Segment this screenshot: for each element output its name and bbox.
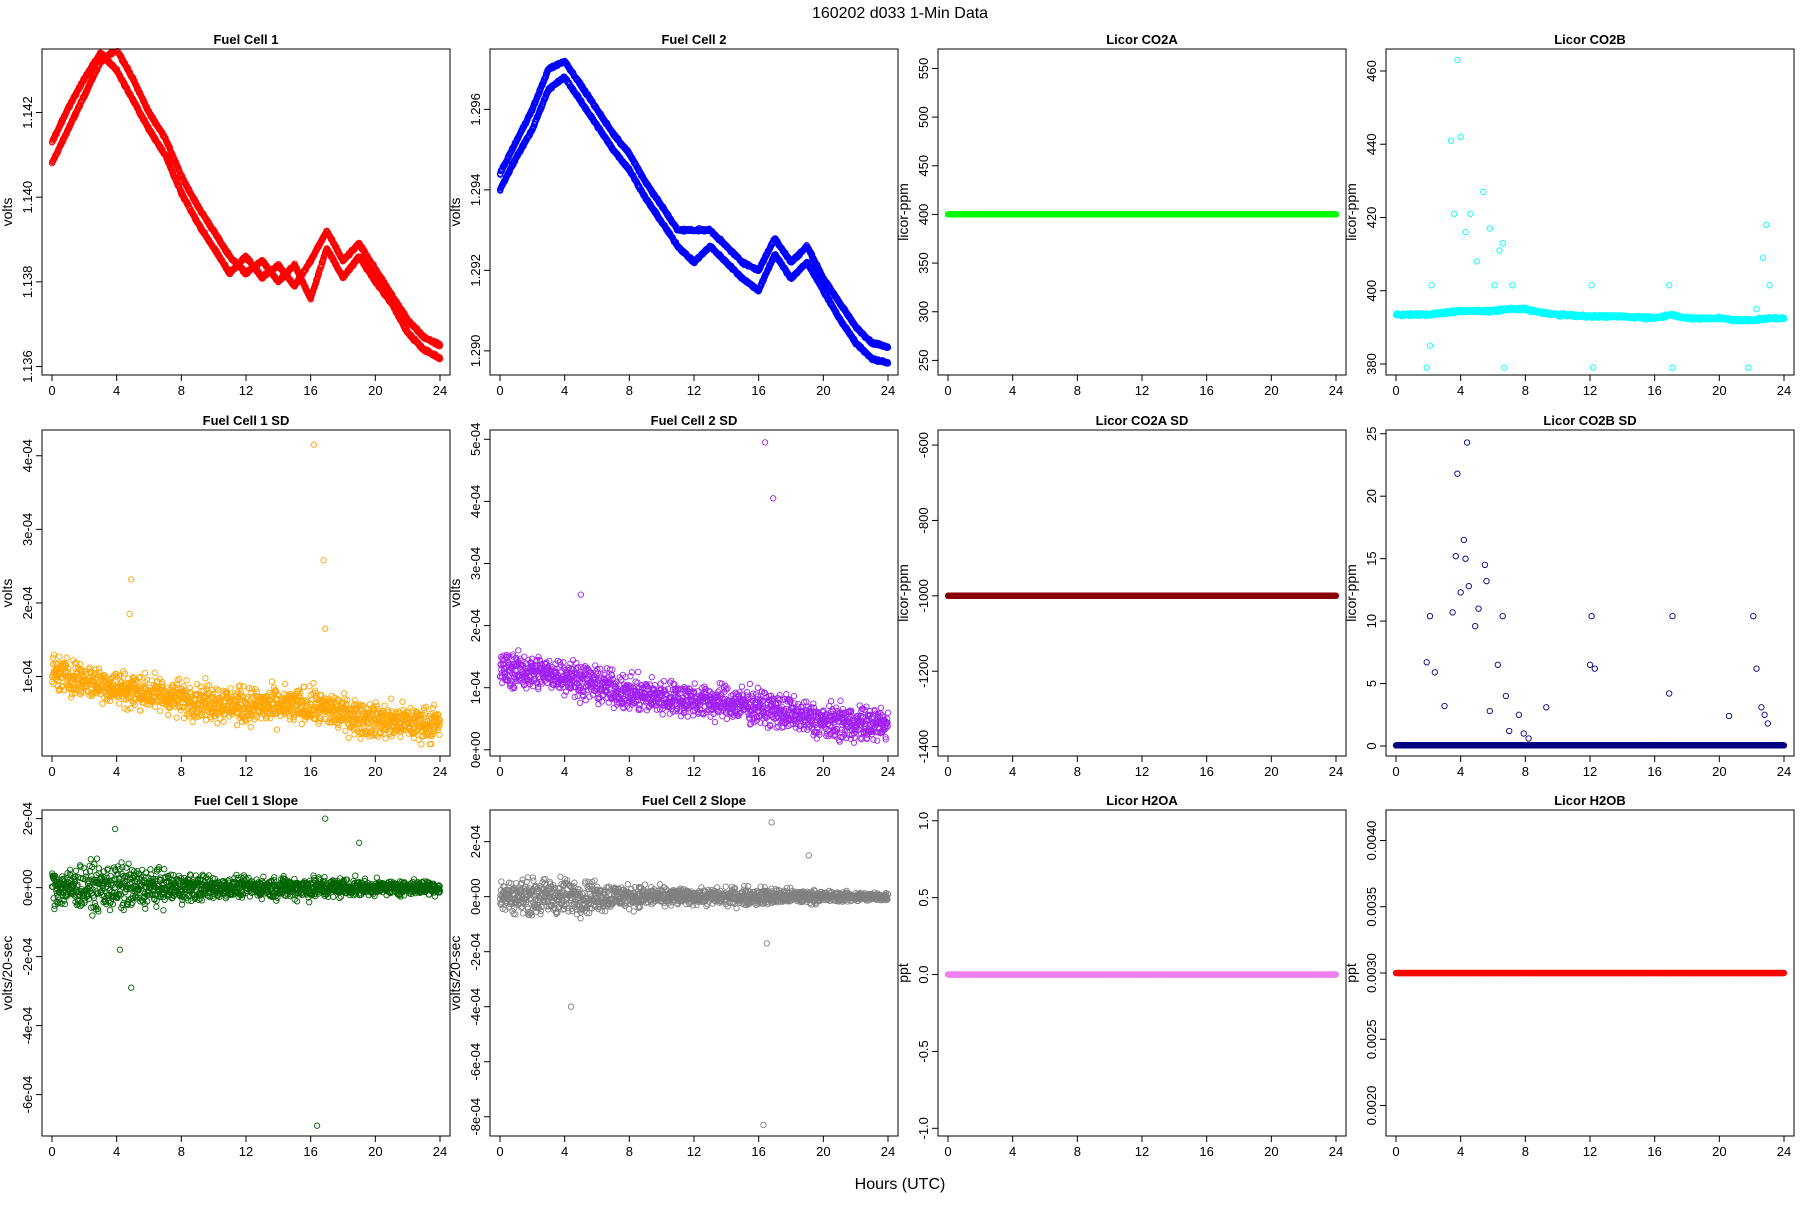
panel-grid: Fuel Cell 1 volts 0 4 8 12 16 20 24 1.136 1.138 1.1… <box>0 32 1794 1159</box>
panel-title: Fuel Cell 1 <box>213 32 278 47</box>
x-tick-label: 8 <box>626 383 633 398</box>
x-tick-label: 20 <box>368 383 382 398</box>
y-tick-label: 1.136 <box>20 350 35 383</box>
x-axis-label: Hours (UTC) <box>855 1176 946 1193</box>
x-tick-label: 20 <box>816 383 830 398</box>
x-tick-label: 0 <box>48 383 55 398</box>
y-axis-label: volts <box>447 198 463 227</box>
x-tick-label: 8 <box>178 383 185 398</box>
x-tick-label: 12 <box>687 383 701 398</box>
data-points <box>49 48 442 362</box>
panel-title: Fuel Cell 2 <box>661 32 726 47</box>
x-tick-label: 0 <box>496 383 503 398</box>
x-tick-label: 4 <box>561 383 568 398</box>
x-tick-label: 24 <box>881 383 895 398</box>
y-tick-label: 1.296 <box>468 93 483 126</box>
y-tick-label: 1.140 <box>20 181 35 214</box>
y-tick-label: 1.292 <box>468 254 483 287</box>
y-tick-label: 1.142 <box>20 96 35 129</box>
y-tick-label: 1.294 <box>468 174 483 207</box>
x-tick-label: 4 <box>113 383 120 398</box>
y-tick-label: 1.290 <box>468 335 483 368</box>
y-tick-label: 1.138 <box>20 266 35 299</box>
panel-fc2: Fuel Cell 2 volts 0 4 8 12 16 20 24 1.290 1.292 1.2… <box>447 32 898 398</box>
x-tick-label: 16 <box>303 383 317 398</box>
data-points <box>497 58 890 366</box>
panel-fc1: Fuel Cell 1 volts 0 4 8 12 16 20 24 1.136 1.138 1.1… <box>0 32 450 398</box>
y-axis-label: volts <box>0 198 15 227</box>
x-tick-label: 24 <box>433 383 447 398</box>
x-tick-label: 16 <box>751 383 765 398</box>
plot-frame <box>42 49 450 375</box>
figure-title: 160202 d033 1-Min Data <box>812 5 988 22</box>
x-tick-label: 12 <box>239 383 253 398</box>
